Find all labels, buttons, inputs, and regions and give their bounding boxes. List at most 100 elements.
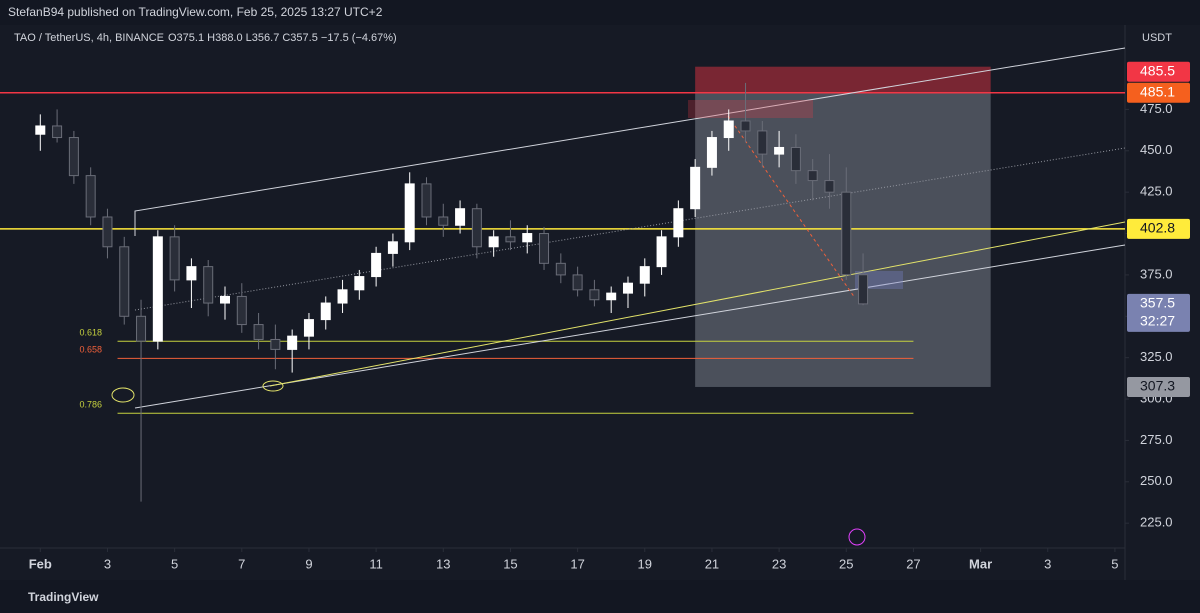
candle-body xyxy=(35,125,46,135)
candle-body xyxy=(774,146,785,155)
x-tick-label: 15 xyxy=(503,556,517,571)
channel-top xyxy=(134,47,1126,236)
candle-body xyxy=(673,208,684,238)
candle-body xyxy=(337,289,348,304)
marker xyxy=(262,380,284,392)
candle-body xyxy=(639,266,650,284)
x-tick-label: 5 xyxy=(1111,556,1118,571)
symbol: TAO / TetherUS, 4h, BINANCE xyxy=(14,32,164,44)
candle-body xyxy=(68,137,79,177)
projection xyxy=(727,115,856,299)
candles xyxy=(35,82,869,502)
candle-body xyxy=(522,233,533,243)
marker xyxy=(111,387,135,403)
y-tick-label: 225.0 xyxy=(1140,515,1173,530)
candle-body xyxy=(421,183,432,218)
x-tick-label: 3 xyxy=(1044,556,1051,571)
candle-body xyxy=(387,241,398,254)
candle-body xyxy=(858,274,869,305)
y-tick-label: 275.0 xyxy=(1140,432,1173,447)
candle-body xyxy=(220,295,230,304)
candle-body xyxy=(438,216,449,226)
candle-body xyxy=(824,180,835,193)
candle-body xyxy=(488,236,499,248)
x-tick-label: 3 xyxy=(104,556,111,571)
x-tick-label: 5 xyxy=(171,556,178,571)
price-label: 485.1 xyxy=(1140,83,1175,99)
candle-body xyxy=(790,146,801,172)
candle-body xyxy=(303,319,314,337)
ohlc: O375.1 H388.0 L356.7 C357.5 −17.5 (−4.67… xyxy=(168,32,397,44)
currency: USDT xyxy=(1142,32,1172,44)
y-tick-label: 425.0 xyxy=(1140,184,1173,199)
y-tick-label: 325.0 xyxy=(1140,349,1173,364)
candle-body xyxy=(706,137,717,168)
price-label-box xyxy=(1127,218,1190,239)
price-label: 485.5 xyxy=(1140,62,1175,78)
brand: TradingView xyxy=(28,590,99,604)
candle-body xyxy=(723,120,734,139)
candle-body xyxy=(455,208,466,226)
trend-line xyxy=(269,221,1126,387)
x-tick-label: Mar xyxy=(969,556,992,571)
candle-body xyxy=(270,338,281,350)
price-label-box xyxy=(1127,376,1190,397)
candle-body xyxy=(102,216,113,248)
candle-body xyxy=(656,236,667,268)
price-label-box xyxy=(1127,61,1190,82)
candle-body xyxy=(757,130,768,155)
price-label-box xyxy=(1127,82,1190,103)
x-tick-label: 13 xyxy=(436,556,450,571)
publisher: StefanB94 published on TradingView.com, … xyxy=(8,5,383,19)
candle-body xyxy=(85,175,96,218)
candle-body xyxy=(841,191,852,276)
x-tick-label: 21 xyxy=(705,556,719,571)
fib-label: 0.786 xyxy=(79,400,102,410)
candle-body xyxy=(539,233,550,264)
price-label-box xyxy=(1127,293,1190,332)
candle-body xyxy=(354,276,365,291)
candle-body xyxy=(505,236,516,243)
candle-body xyxy=(119,246,130,317)
candle-body xyxy=(169,236,180,281)
axes: 225.0250.0275.0300.0325.0350.0375.0400.0… xyxy=(29,61,1190,571)
x-tick-label: 25 xyxy=(839,556,853,571)
zone xyxy=(688,100,813,118)
channel-mid xyxy=(134,147,1126,311)
candle-body xyxy=(236,295,247,326)
y-tick-label: 250.0 xyxy=(1140,473,1173,488)
candle-body xyxy=(320,302,331,321)
candle-body xyxy=(404,183,415,243)
x-tick-label: 11 xyxy=(369,556,383,571)
x-tick-label: 17 xyxy=(570,556,584,571)
top-bar xyxy=(0,0,1200,25)
stop-zone xyxy=(695,66,991,93)
candle-body xyxy=(152,236,163,342)
fib-label: 0.658 xyxy=(79,345,102,355)
x-tick-label: 7 xyxy=(238,556,245,571)
x-tick-label: Feb xyxy=(29,556,52,571)
y-tick-label: 450.0 xyxy=(1140,142,1173,157)
candle-body xyxy=(136,315,147,342)
event-icon xyxy=(848,528,866,546)
candle-body xyxy=(471,208,482,248)
price-label: 357.5 xyxy=(1140,295,1175,311)
candle-body xyxy=(555,262,566,276)
candle-body xyxy=(690,166,701,210)
candle-body xyxy=(371,252,382,278)
candle-body xyxy=(606,292,617,301)
candle-body xyxy=(186,266,197,281)
candle-body xyxy=(740,120,751,132)
channel-bottom xyxy=(134,244,1126,409)
countdown: 32:27 xyxy=(1140,313,1175,329)
candle-body xyxy=(203,266,214,304)
y-tick-label: 475.0 xyxy=(1140,101,1173,116)
candle-body xyxy=(253,324,264,340)
x-tick-label: 23 xyxy=(772,556,786,571)
candle-body xyxy=(287,335,298,350)
x-tick-label: 27 xyxy=(906,556,920,571)
candle-body xyxy=(589,289,600,301)
